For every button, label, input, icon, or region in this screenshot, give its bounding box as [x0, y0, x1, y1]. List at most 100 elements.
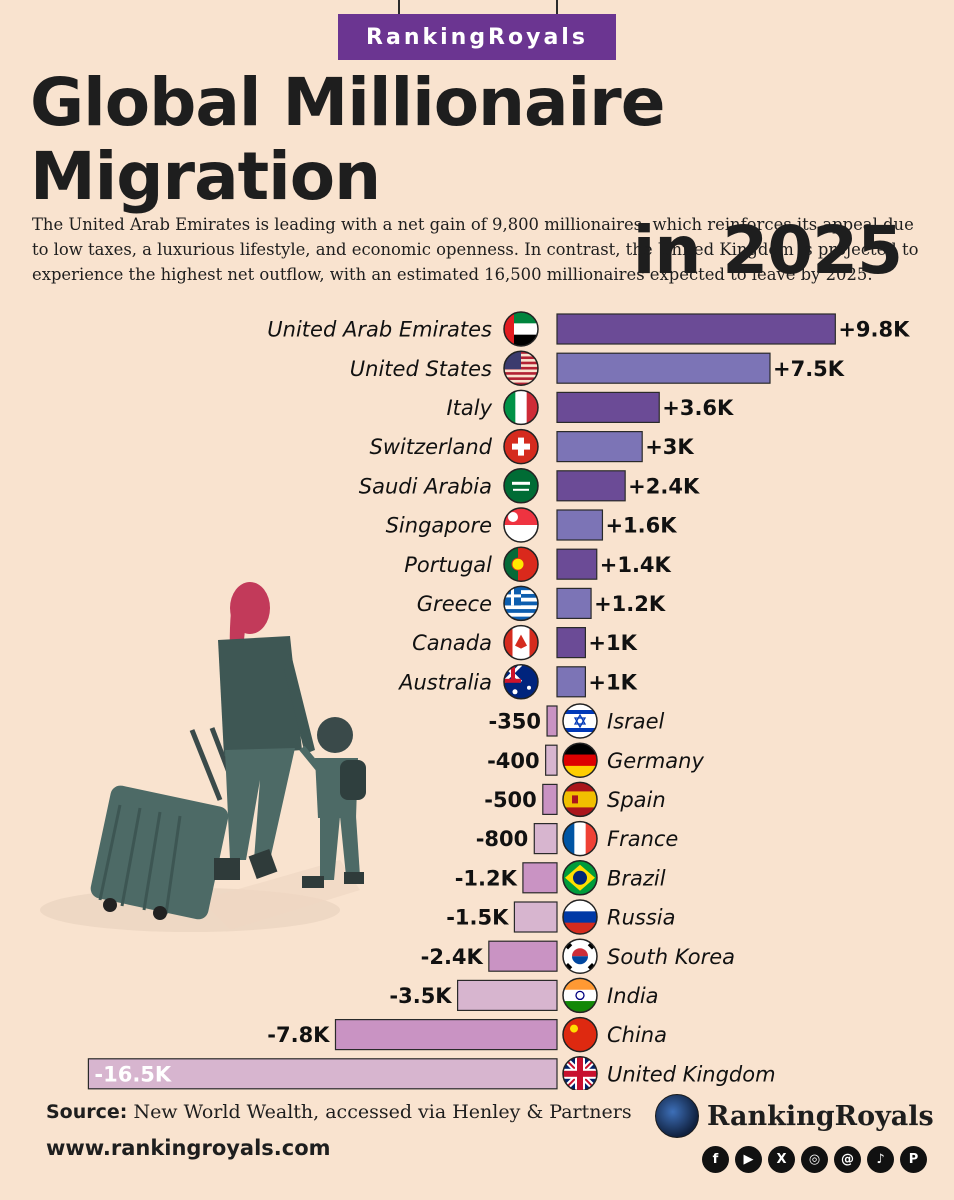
hanger-line-left [398, 0, 400, 16]
bar-australia [556, 666, 586, 698]
bar-south-korea [488, 940, 558, 972]
tiktok-icon[interactable]: ♪ [867, 1146, 894, 1173]
value-label-south-korea: -2.4K [421, 945, 484, 969]
value-label-portugal: +1.4K [600, 553, 672, 577]
source-text: New World Wealth, accessed via Henley & … [133, 1101, 632, 1123]
value-label-singapore: +1.6K [605, 514, 677, 538]
value-label-france: -800 [476, 827, 529, 851]
chart-row-france: -800 France [476, 820, 678, 857]
chart-row-south-korea: -2.4K South Korea [421, 938, 735, 974]
chart-row-united-states: +7.5K United States [350, 350, 845, 386]
chart-row-russia: -1.5K Russia [446, 899, 676, 935]
portugal-flag-icon [503, 546, 539, 582]
country-label-germany: Germany [607, 749, 704, 773]
bar-india [457, 979, 558, 1012]
canada-flag-icon [503, 624, 539, 661]
saudi-flag-icon [503, 468, 539, 504]
title-line-1: Global Millionaire Migration [30, 64, 666, 215]
bar-italy [556, 391, 660, 424]
subtitle: The United Arab Emirates is leading with… [32, 215, 919, 284]
chart-row-spain: -500 Spain [484, 781, 666, 818]
israel-flag-icon [562, 703, 598, 739]
usa-flag-icon [503, 350, 539, 386]
country-label-russia: Russia [607, 906, 676, 930]
chart-row-portugal: +1.4K Portugal [404, 546, 672, 582]
threads-icon[interactable]: @ [834, 1146, 861, 1173]
country-label-south-korea: South Korea [607, 945, 735, 969]
country-label-portugal: Portugal [404, 553, 492, 577]
bar-greece [556, 587, 592, 619]
value-label-canada: +1K [588, 631, 637, 655]
italy-flag-icon [503, 389, 539, 426]
china-flag-icon [562, 1016, 598, 1053]
country-label-singapore: Singapore [386, 514, 492, 538]
chart-row-italy: +3.6K Italy [446, 389, 734, 426]
chart-row-india: -3.5K India [389, 977, 659, 1014]
value-label-brazil: -1.2K [455, 866, 518, 890]
uae-flag-icon [503, 311, 539, 347]
youtube-icon[interactable]: ▶ [735, 1146, 762, 1173]
bar-united-states [556, 352, 771, 384]
value-label-united-kingdom: -16.5K [94, 1062, 172, 1086]
greece-flag-icon [503, 585, 539, 622]
country-label-saudi-arabia: Saudi Arabia [359, 474, 492, 498]
chart-row-saudi-arabia: +2.4K Saudi Arabia [359, 468, 700, 504]
country-label-france: France [607, 827, 678, 851]
australia-flag-icon [503, 664, 539, 700]
page-title: Global Millionaire Migration in 2025 [30, 66, 930, 288]
chart-row-switzerland: +3K Switzerland [370, 428, 694, 465]
value-label-saudi-arabia: +2.4K [628, 474, 700, 498]
value-label-israel: -350 [488, 710, 541, 734]
value-label-australia: +1K [588, 670, 637, 694]
value-label-india: -3.5K [389, 984, 452, 1008]
value-label-china: -7.8K [267, 1023, 330, 1047]
social-icons: f ▶ X ◎ @ ♪ P [702, 1146, 927, 1173]
facebook-icon[interactable]: f [702, 1146, 729, 1173]
website-link[interactable]: www.rankingroyals.com [46, 1136, 331, 1160]
source-label: Source: [46, 1101, 128, 1123]
logo-text: RankingRoyals [707, 1100, 934, 1132]
chart-row-china: -7.8K China [267, 1016, 667, 1053]
bar-portugal [556, 548, 598, 580]
country-label-italy: Italy [446, 396, 492, 420]
brand-logo: RankingRoyals [655, 1094, 934, 1138]
chart-row-united-arab-emirates: +9.8K United Arab Emirates [267, 311, 910, 347]
switzerland-flag-icon [503, 428, 539, 465]
hanger-line-right [556, 0, 558, 16]
value-label-spain: -500 [484, 788, 537, 812]
bar-russia [513, 901, 558, 933]
migration-bar-chart: +9.8K United Arab Emirates +7.5K United Sta… [87, 311, 910, 1090]
bar-united-kingdom [87, 1058, 558, 1090]
brazil-flag-icon [562, 860, 598, 896]
country-label-united-states: United States [350, 357, 492, 381]
country-label-brazil: Brazil [607, 866, 666, 890]
bar-spain [542, 783, 558, 815]
value-label-germany: -400 [487, 749, 540, 773]
source-line: Source: New World Wealth, accessed via H… [46, 1101, 632, 1123]
germany-flag-icon [562, 742, 598, 778]
india-flag-icon [562, 977, 598, 1014]
uk-flag-icon [562, 1056, 598, 1090]
bar-saudi-arabia [556, 470, 626, 502]
pinterest-icon[interactable]: P [900, 1146, 927, 1173]
value-label-italy: +3.6K [662, 396, 734, 420]
chart-row-australia: +1K Australia [397, 664, 638, 700]
chart-row-canada: +1K Canada [412, 624, 638, 661]
chart-row-greece: +1.2K Greece [417, 585, 666, 622]
country-label-australia: Australia [397, 670, 492, 694]
country-label-greece: Greece [417, 592, 492, 616]
bar-canada [556, 627, 586, 659]
country-label-india: India [607, 984, 659, 1008]
value-label-greece: +1.2K [594, 592, 666, 616]
title-line-2: in 2025 [632, 212, 903, 289]
country-label-united-arab-emirates: United Arab Emirates [267, 318, 492, 342]
value-label-united-states: +7.5K [773, 357, 845, 381]
korea-flag-icon [562, 938, 598, 974]
x-icon[interactable]: X [768, 1146, 795, 1173]
country-label-switzerland: Switzerland [370, 435, 493, 459]
country-label-china: China [607, 1023, 667, 1047]
bar-china [334, 1018, 558, 1051]
instagram-icon[interactable]: ◎ [801, 1146, 828, 1173]
country-label-spain: Spain [607, 788, 666, 812]
chart-row-united-kingdom: -16.5K United Kingdom [87, 1056, 776, 1090]
